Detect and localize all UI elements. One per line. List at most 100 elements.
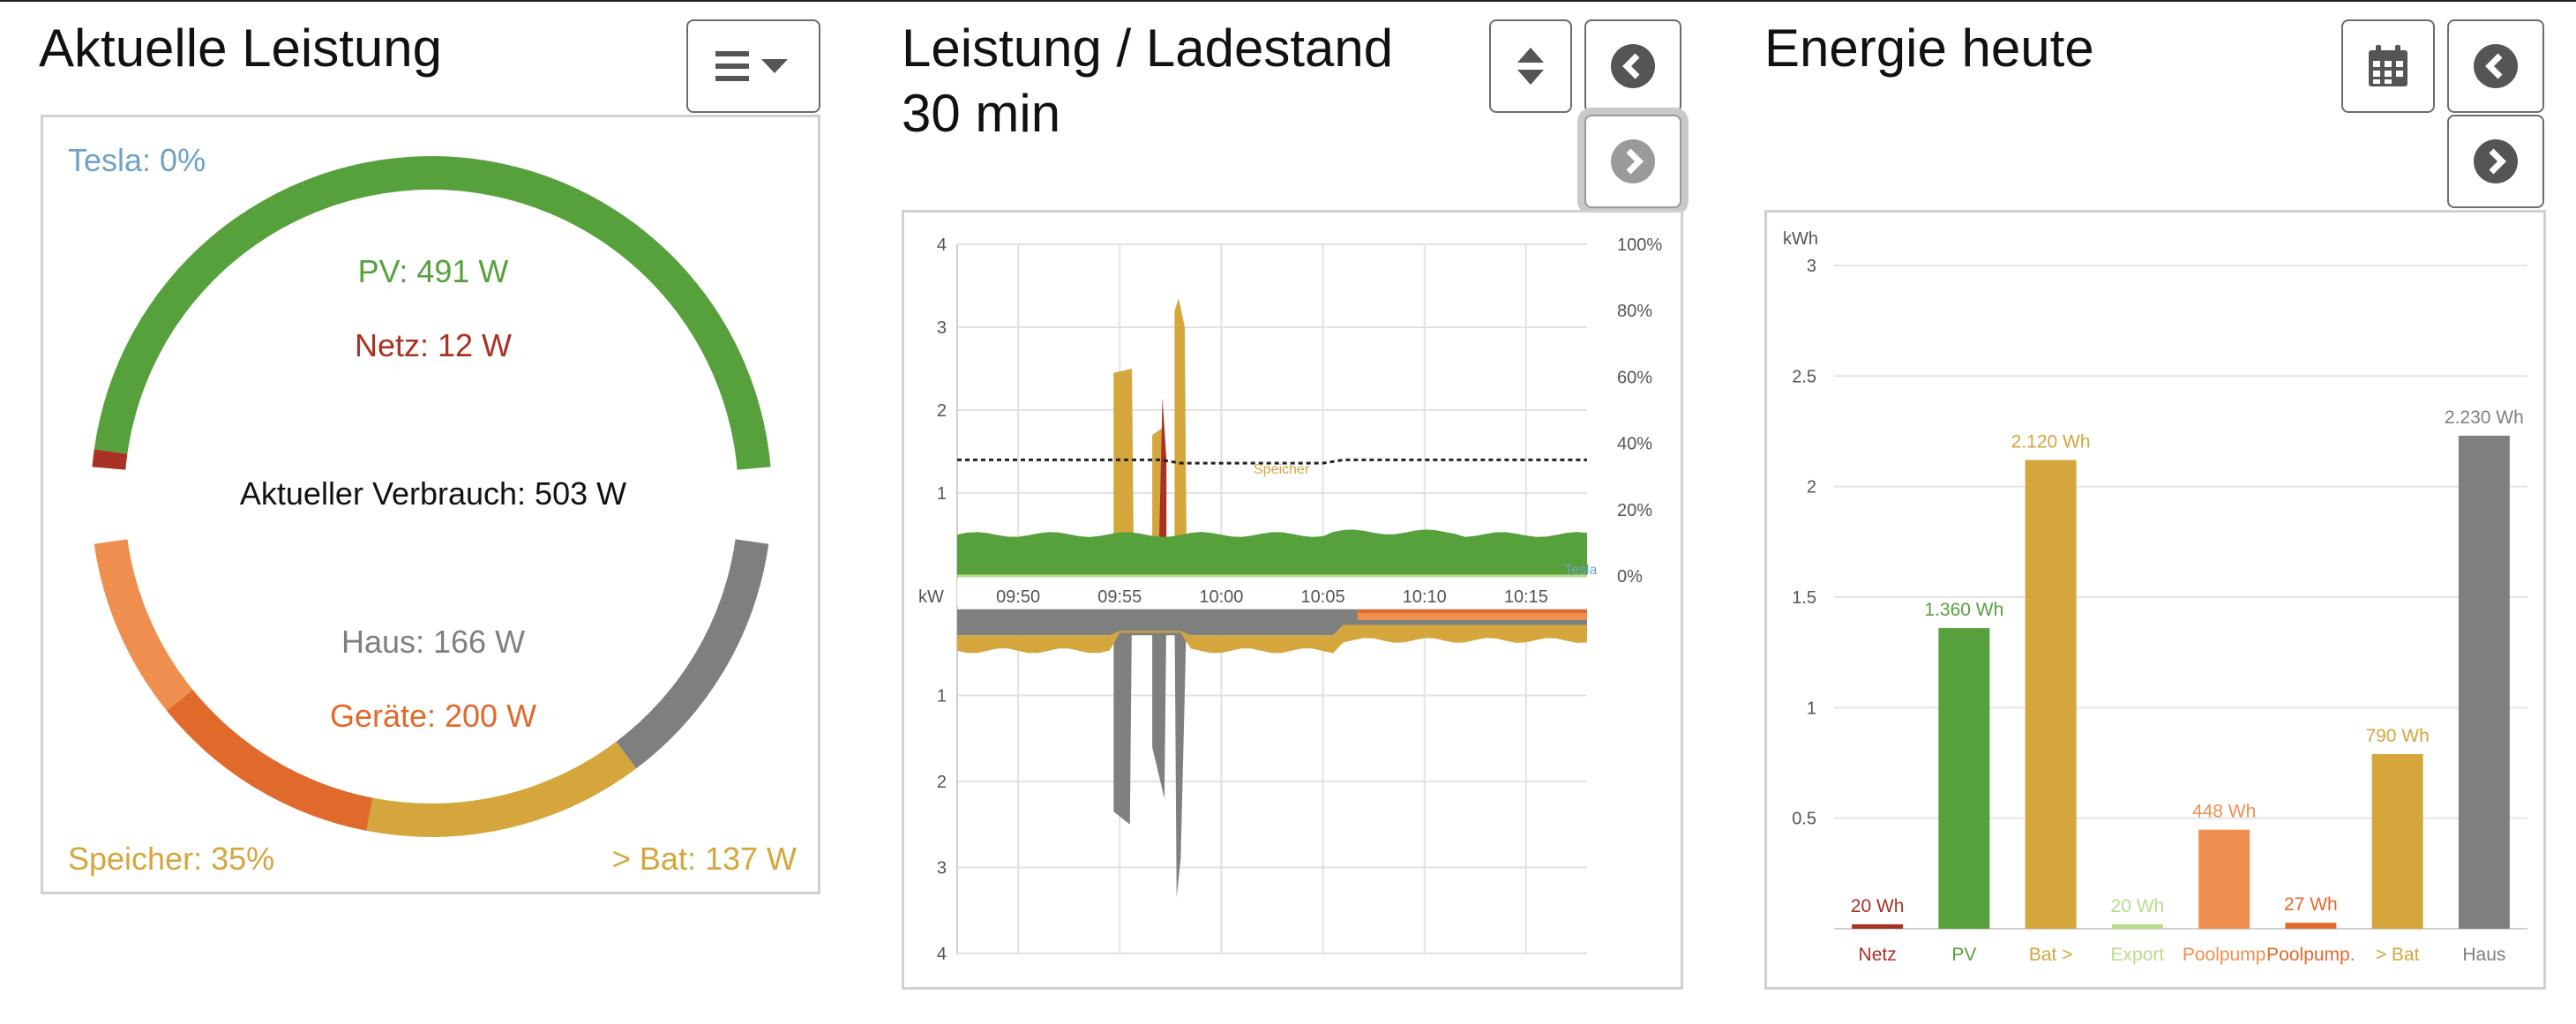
chart-pane-subtitle: 30 min: [902, 84, 1061, 143]
bar-bat: [2371, 753, 2423, 929]
battery-charge-area: [957, 624, 1587, 654]
house-power-label: Haus: 166 W: [341, 624, 526, 660]
energy-pane-title: Energie heute: [1764, 19, 2094, 78]
bar-poolpump: [2285, 923, 2337, 929]
x-category-label: Haus: [2462, 945, 2505, 965]
bar-pv: [1938, 628, 1990, 929]
speicher-annotation: Speicher: [1254, 462, 1310, 477]
y-tick-lower: 4: [937, 945, 947, 964]
house-consumption-spike: [1152, 609, 1167, 799]
x-category-label: Poolpump.: [2266, 945, 2355, 965]
x-tick-label: 10:15: [1504, 587, 1548, 607]
chart-prev-button[interactable]: [1584, 19, 1681, 113]
x-tick-label: 09:50: [996, 587, 1040, 607]
y-tick-label: 1: [1807, 699, 1816, 718]
power-gauge: [92, 155, 771, 837]
y-tick-right: 40%: [1617, 435, 1652, 454]
y-tick-right: 20%: [1617, 501, 1652, 520]
caret-down-icon: [761, 59, 788, 73]
chart-pane-title: Leistung / Ladestand: [902, 19, 1394, 78]
energy-today-panel: 0.5 1 1.5 2 2.5 3 kWh 20 Wh Netz 1.360 Wh PV 2.120 …: [1764, 210, 2546, 990]
chevron-left-icon: [2474, 44, 2518, 88]
x-category-label: Poolpump: [2183, 945, 2266, 965]
bar-value-label: 790 Wh: [2365, 726, 2429, 746]
y-tick-label: 1.5: [1792, 588, 1816, 608]
y-tick-lower: 1: [937, 687, 947, 706]
grid-power-label: Netz: 12 W: [354, 327, 513, 363]
battery-discharge-spike: [1174, 298, 1187, 576]
bar-value-label: 2.230 Wh: [2445, 407, 2524, 428]
bar-value-label: 448 Wh: [2192, 802, 2256, 822]
soc-line: [957, 458, 1587, 465]
bar-value-label: 20 Wh: [2111, 896, 2165, 916]
power-pane-title: Aktuelle Leistung: [39, 19, 442, 78]
y-tick-right: 0%: [1617, 567, 1643, 587]
x-tick-label: 10:00: [1199, 587, 1243, 607]
bar-export: [2111, 923, 2163, 929]
grid-import-spike: [1158, 397, 1167, 576]
date-picker-button[interactable]: [2341, 19, 2435, 113]
y-unit-label: kW: [918, 587, 944, 607]
y-tick-upper: 2: [937, 401, 947, 421]
sort-updown-icon: [1517, 48, 1544, 85]
x-category-label: Export: [2111, 945, 2165, 965]
storage-soc-label: Speicher: 35%: [68, 841, 275, 877]
bar-bat: [2025, 460, 2077, 929]
battery-discharge-spike: [1113, 369, 1134, 576]
bar-poolpump: [2198, 829, 2250, 929]
x-tick-label: 09:55: [1097, 587, 1142, 607]
y-tick-label: 2: [1807, 478, 1816, 497]
energy-today-chart: 0.5 1 1.5 2 2.5 3 kWh 20 Wh Netz 1.360 Wh PV 2.120 …: [1783, 229, 2527, 965]
y-unit-label: kWh: [1783, 229, 1818, 249]
bar-value-label: 2.120 Wh: [2011, 432, 2091, 452]
y-tick-upper: 3: [937, 318, 947, 338]
bar-haus: [2458, 436, 2510, 930]
window-top-edge: [0, 0, 2576, 2]
pv-power-label: PV: 491 W: [357, 253, 509, 289]
x-tick-label: 10:10: [1403, 587, 1447, 607]
gauge-segment-house: [616, 539, 769, 769]
x-category-label: PV: [1951, 945, 1976, 965]
to-battery-label: > Bat: 137 W: [611, 841, 797, 877]
x-tick-label: 10:05: [1301, 587, 1345, 607]
sort-button[interactable]: [1489, 19, 1572, 113]
current-consumption-label: Aktueller Verbrauch: 503 W: [239, 475, 627, 512]
x-category-label: > Bat: [2376, 945, 2420, 965]
y-tick-right: 80%: [1617, 302, 1652, 321]
view-menu-button[interactable]: [686, 19, 820, 113]
y-tick-lower: 3: [937, 859, 947, 878]
y-tick-lower: 2: [937, 773, 947, 792]
energy-next-button[interactable]: [2447, 115, 2544, 208]
pv-power-area: [957, 529, 1587, 576]
calendar-icon: [2369, 45, 2408, 86]
chart-next-button[interactable]: [1584, 115, 1681, 208]
hamburger-menu-icon: [715, 51, 788, 81]
gauge-segment-device-1: [94, 539, 193, 711]
devices-area-2: [1357, 609, 1587, 613]
time-axis-band: [957, 579, 1587, 606]
house-consumption-spike: [1113, 609, 1133, 825]
power-history-panel: Speicher Tesla 09:50 09:55 10:00 10:05 10:10 10…: [902, 210, 1683, 990]
y-tick-right: 100%: [1617, 235, 1662, 255]
y-tick-right: 60%: [1617, 368, 1652, 387]
x-category-label: Bat >: [2029, 945, 2073, 965]
y-tick-label: 3: [1807, 257, 1816, 276]
y-tick-label: 2.5: [1792, 367, 1816, 386]
bar-value-label: 20 Wh: [1851, 896, 1905, 916]
house-consumption-spike: [1174, 609, 1187, 898]
y-tick-upper: 4: [937, 235, 947, 255]
gauge-segment-pv: [94, 155, 771, 470]
bar-value-label: 27 Wh: [2284, 894, 2338, 915]
y-tick-upper: 1: [937, 484, 947, 504]
chevron-left-icon: [1611, 44, 1655, 88]
gauge-segment-grid: [92, 449, 128, 470]
power-gauge-panel: Tesla: 0% PV: 491 W Netz: 12 W Aktueller…: [41, 115, 820, 894]
x-category-label: Netz: [1859, 945, 1897, 965]
chevron-right-icon: [1611, 139, 1655, 183]
y-tick-label: 0.5: [1792, 810, 1816, 829]
energy-prev-button[interactable]: [2447, 19, 2544, 113]
gauge-segment-device-2: [167, 690, 373, 831]
devices-power-label: Geräte: 200 W: [329, 698, 537, 734]
gauge-segment-to-battery: [366, 741, 637, 837]
